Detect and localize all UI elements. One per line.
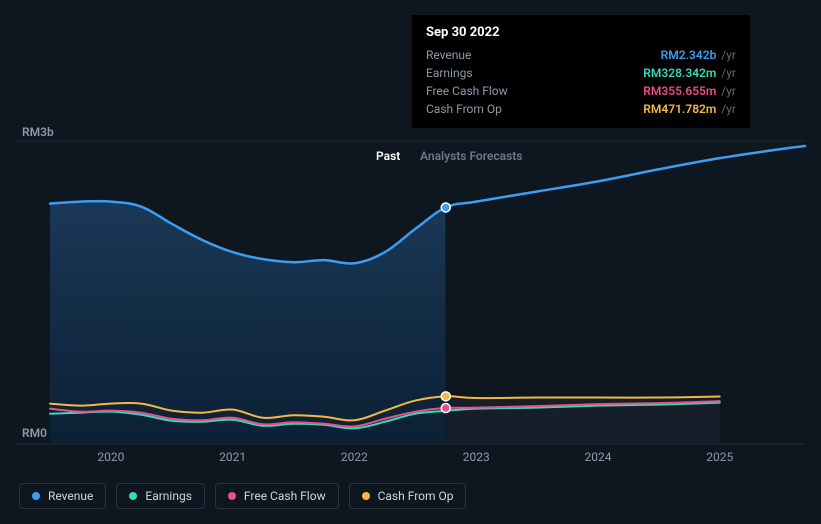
- legend-item-earnings[interactable]: Earnings: [116, 483, 205, 509]
- tooltip-row-label: Revenue: [426, 46, 471, 64]
- tooltip-row: Revenue RM2.342b /yr: [426, 46, 736, 64]
- chart-tooltip: Sep 30 2022 RevenueRM2.342b /yrEarningsR…: [412, 15, 750, 128]
- legend-dot: [32, 492, 40, 500]
- x-axis-year: 2021: [219, 450, 246, 464]
- legend-dot: [362, 492, 370, 500]
- forecast-section-label: Analysts Forecasts: [420, 149, 522, 163]
- tooltip-row-label: Free Cash Flow: [426, 82, 508, 100]
- legend-label: Revenue: [48, 489, 93, 503]
- past-section-label: Past: [376, 149, 400, 163]
- legend-item-cash-from-op[interactable]: Cash From Op: [349, 483, 467, 509]
- legend-item-free-cash-flow[interactable]: Free Cash Flow: [215, 483, 339, 509]
- x-axis-year: 2024: [584, 450, 611, 464]
- legend-label: Free Cash Flow: [244, 489, 326, 503]
- x-axis-year: 2022: [341, 450, 368, 464]
- x-axis-year: 2025: [706, 450, 733, 464]
- legend-dot: [228, 492, 236, 500]
- tooltip-row-label: Cash From Op: [426, 100, 502, 118]
- tooltip-row-value: RM2.342b /yr: [661, 46, 736, 64]
- legend-label: Earnings: [145, 489, 192, 503]
- legend-item-revenue[interactable]: Revenue: [19, 483, 106, 509]
- x-axis-year: 2020: [97, 450, 124, 464]
- legend-dot: [129, 492, 137, 500]
- tooltip-row-value: RM328.342m /yr: [643, 64, 736, 82]
- tooltip-row: Free Cash Flow RM355.655m /yr: [426, 82, 736, 100]
- tooltip-row-value: RM355.655m /yr: [643, 82, 736, 100]
- tooltip-row: Earnings RM328.342m /yr: [426, 64, 736, 82]
- tooltip-row-label: Earnings: [426, 64, 473, 82]
- tooltip-date: Sep 30 2022: [426, 25, 736, 40]
- x-axis-year: 2023: [463, 450, 490, 464]
- tooltip-row: Cash From Op RM471.782m /yr: [426, 100, 736, 118]
- legend: Revenue Earnings Free Cash Flow Cash From O…: [19, 483, 466, 509]
- tooltip-row-value: RM471.782m /yr: [643, 100, 736, 118]
- legend-label: Cash From Op: [378, 489, 454, 503]
